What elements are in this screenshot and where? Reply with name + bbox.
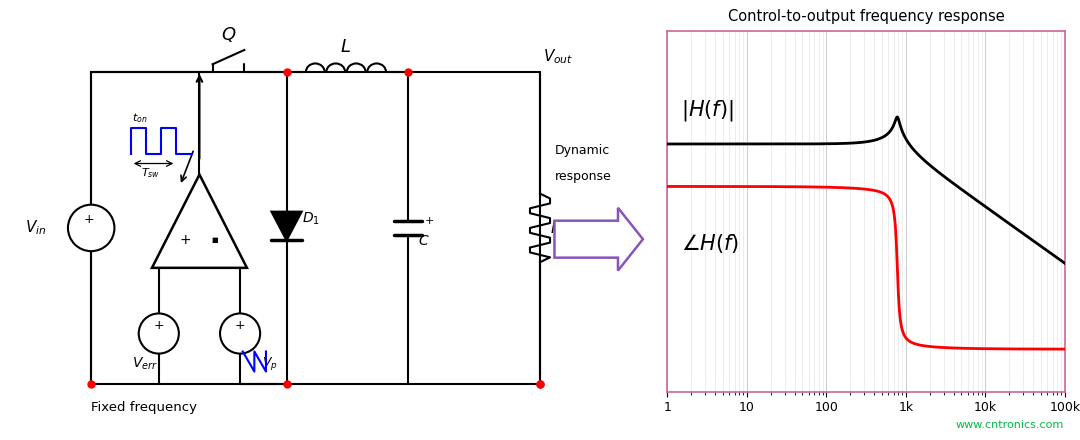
Text: $V_{out}$: $V_{out}$	[542, 48, 572, 66]
Text: $+$: $+$	[153, 319, 164, 332]
Text: Dynamic: Dynamic	[554, 144, 610, 157]
Text: response: response	[554, 170, 611, 183]
Text: $+$: $+$	[234, 319, 246, 332]
FancyArrow shape	[554, 208, 643, 271]
Text: $\angle H(f)$: $\angle H(f)$	[681, 232, 740, 255]
Text: $+$: $+$	[83, 213, 95, 226]
Text: $+$: $+$	[424, 215, 434, 226]
Title: Control-to-output frequency response: Control-to-output frequency response	[728, 9, 1004, 24]
Text: $C$: $C$	[418, 234, 429, 248]
Circle shape	[68, 205, 114, 251]
Text: $V_{err}$: $V_{err}$	[133, 356, 159, 372]
Text: $L$: $L$	[340, 38, 351, 56]
Text: $Q$: $Q$	[220, 26, 237, 44]
Text: www.cntronics.com: www.cntronics.com	[956, 420, 1064, 430]
Text: $\blacksquare$: $\blacksquare$	[212, 235, 219, 245]
Circle shape	[220, 313, 260, 354]
Polygon shape	[271, 212, 301, 241]
Text: $R$: $R$	[550, 220, 561, 236]
Text: $V_p$: $V_p$	[262, 356, 278, 372]
Text: $t_{on}$: $t_{on}$	[132, 111, 147, 125]
Text: $V_{in}$: $V_{in}$	[25, 219, 46, 237]
Circle shape	[138, 313, 179, 354]
Text: $D_1$: $D_1$	[302, 211, 321, 227]
Text: $|H(f)|$: $|H(f)|$	[681, 98, 734, 123]
Text: Fixed frequency: Fixed frequency	[91, 400, 198, 414]
Text: $+$: $+$	[178, 233, 191, 247]
Polygon shape	[152, 175, 247, 268]
Text: $T_{sw}$: $T_{sw}$	[141, 166, 161, 180]
